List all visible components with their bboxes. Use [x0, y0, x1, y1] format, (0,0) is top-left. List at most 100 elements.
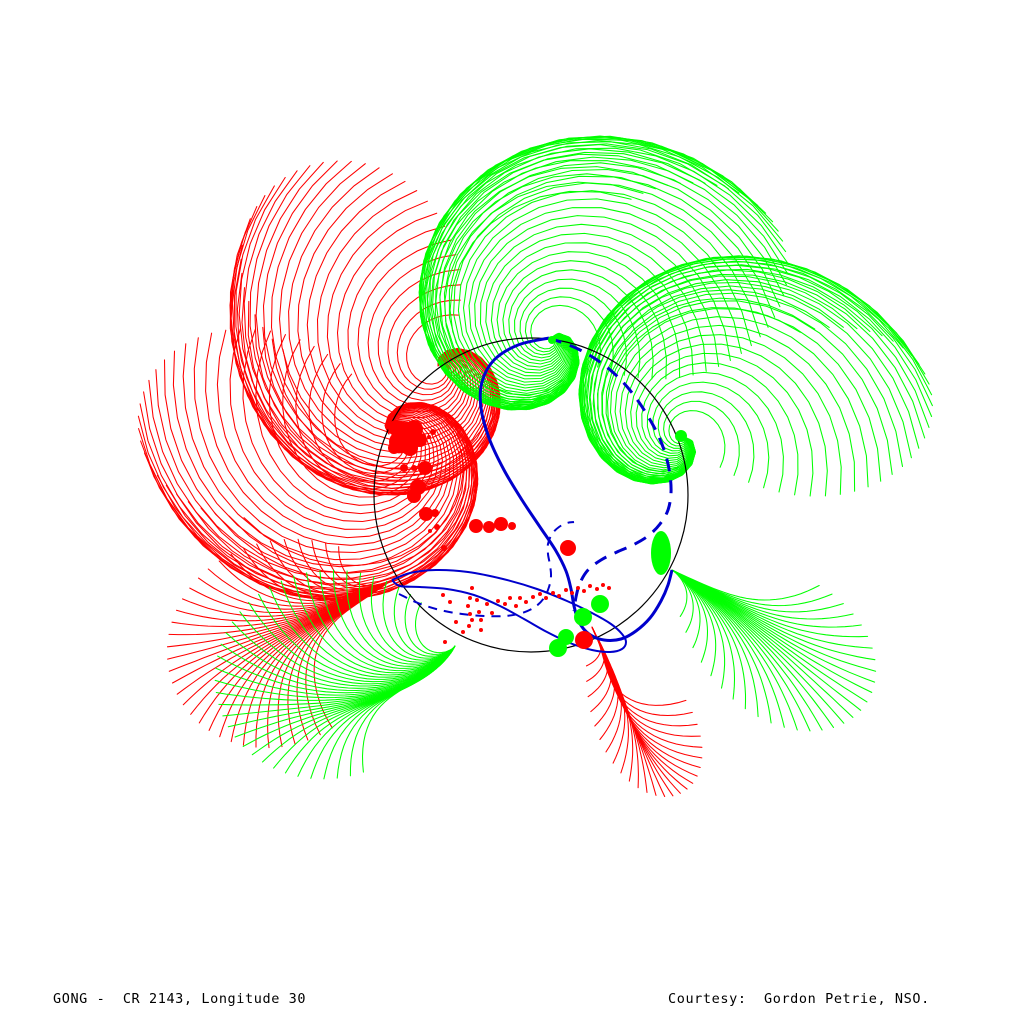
positive-flux-dot	[508, 522, 516, 530]
neutral-lines-layer	[391, 336, 674, 654]
positive-flux-dot	[388, 420, 404, 436]
field-line	[280, 580, 456, 676]
field-line	[377, 269, 460, 401]
field-line	[671, 569, 835, 728]
neutral-line-dashed	[398, 521, 575, 618]
negative-flux-dot	[574, 608, 592, 626]
field-line	[443, 168, 781, 397]
positive-flux-dot	[503, 602, 507, 606]
positive-flux-dot	[407, 489, 421, 503]
field-line	[601, 292, 904, 475]
field-line	[382, 580, 456, 659]
field-line	[172, 350, 458, 568]
field-line	[404, 593, 456, 655]
positive-flux-dot	[461, 630, 465, 634]
field-line-fan-east-green-fan	[578, 255, 933, 497]
field-line-fan-northwest-red-fan	[229, 160, 501, 496]
field-line	[205, 332, 447, 546]
field-line	[358, 572, 456, 663]
field-line	[619, 324, 856, 492]
field-line	[671, 569, 688, 617]
field-line	[155, 369, 465, 579]
field-line	[524, 296, 614, 373]
positive-flux-dot	[601, 583, 605, 587]
positive-flux-dot	[388, 442, 400, 454]
field-line	[588, 275, 858, 480]
field-line	[514, 278, 641, 379]
positive-flux-dot	[508, 596, 512, 600]
field-line	[423, 140, 784, 408]
negative-flux-patch	[651, 531, 671, 575]
field-line	[591, 626, 634, 782]
caption-left-observatory: GONG - CR 2143, Longitude 30	[53, 991, 307, 1007]
field-line	[370, 576, 456, 661]
field-line	[361, 645, 456, 773]
field-line	[357, 239, 461, 413]
positive-flux-dot	[607, 586, 611, 590]
field-line	[671, 569, 736, 700]
flux-regions-layer	[388, 336, 687, 657]
neutral-line-solid	[391, 568, 627, 654]
positive-flux-dot	[427, 435, 431, 439]
positive-flux-dot	[588, 584, 592, 588]
positive-flux-dot	[454, 620, 458, 624]
field-line	[657, 391, 755, 483]
positive-flux-dot	[470, 618, 474, 622]
field-line	[578, 255, 926, 485]
positive-flux-dot	[411, 465, 417, 471]
field-line	[586, 268, 930, 481]
positive-flux-dot	[490, 611, 494, 615]
field-line	[635, 352, 814, 497]
field-line	[580, 258, 933, 484]
field-line	[624, 334, 842, 495]
field-line	[591, 626, 703, 748]
field-line	[429, 147, 788, 405]
field-line	[474, 215, 731, 380]
field-line	[137, 403, 475, 597]
field-line	[243, 170, 494, 482]
positive-flux-dot	[400, 464, 408, 472]
positive-flux-dot	[443, 640, 447, 644]
field-line	[293, 575, 456, 674]
positive-flux-dot	[448, 600, 452, 604]
field-line	[239, 611, 456, 685]
positive-flux-dot	[538, 592, 542, 596]
field-line	[316, 190, 472, 437]
positive-flux-dot	[576, 586, 580, 590]
positive-flux-dot	[430, 429, 436, 435]
positive-flux-dot	[564, 588, 568, 592]
field-line	[448, 175, 776, 394]
field-line	[596, 285, 912, 477]
positive-flux-dot	[477, 610, 481, 614]
field-line	[496, 251, 681, 379]
positive-flux-dot	[531, 595, 535, 599]
field-line	[462, 198, 752, 386]
field-line	[231, 621, 456, 687]
positive-flux-dot	[570, 591, 574, 595]
field-line	[346, 570, 456, 665]
field-line	[414, 602, 456, 654]
field-line	[229, 328, 439, 530]
positive-flux-dot	[524, 600, 528, 604]
field-line	[255, 161, 489, 474]
field-line	[508, 269, 654, 380]
positive-flux-dot	[494, 517, 508, 531]
positive-flux-dot	[468, 612, 472, 616]
field-line	[419, 138, 740, 411]
negative-flux-dot	[548, 336, 556, 344]
positive-flux-dot	[402, 440, 418, 456]
field-line	[609, 308, 882, 482]
positive-flux-dot	[466, 604, 470, 608]
caption-right-courtesy: Courtesy: Gordon Petrie, NSO.	[668, 991, 930, 1007]
field-line	[230, 579, 393, 743]
field-line	[143, 391, 470, 590]
field-line	[216, 329, 443, 539]
field-line	[332, 569, 456, 667]
field-line	[439, 162, 785, 399]
positive-flux-dot	[470, 586, 474, 590]
field-line	[479, 223, 720, 377]
positive-flux-dot	[483, 521, 495, 533]
positive-flux-dot	[419, 507, 433, 521]
field-line	[585, 626, 602, 667]
positive-flux-dot	[479, 628, 483, 632]
